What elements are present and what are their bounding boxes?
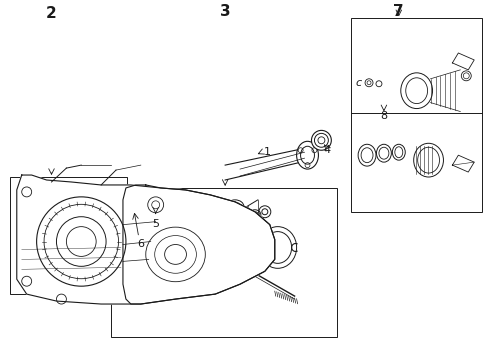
Ellipse shape (259, 227, 296, 268)
Text: 5: 5 (152, 219, 159, 229)
Ellipse shape (401, 73, 433, 109)
Polygon shape (452, 53, 474, 70)
Ellipse shape (414, 143, 443, 177)
Text: 3: 3 (220, 4, 230, 19)
Ellipse shape (37, 197, 126, 286)
Text: 7: 7 (393, 4, 404, 19)
Polygon shape (123, 185, 275, 304)
Ellipse shape (312, 130, 331, 150)
Bar (10, 177, 127, 294)
Polygon shape (452, 155, 474, 172)
Text: 4: 4 (324, 145, 331, 155)
Bar (111, 188, 337, 337)
Ellipse shape (296, 141, 318, 169)
Ellipse shape (358, 144, 376, 166)
Ellipse shape (376, 144, 392, 162)
Text: 2: 2 (46, 6, 57, 21)
Bar (351, 18, 482, 212)
Polygon shape (17, 175, 275, 304)
Text: 6: 6 (137, 239, 145, 249)
Text: c: c (355, 78, 361, 88)
Text: 1: 1 (264, 147, 271, 157)
Bar (141, 197, 163, 207)
Text: 8: 8 (380, 111, 388, 121)
Ellipse shape (392, 144, 405, 160)
